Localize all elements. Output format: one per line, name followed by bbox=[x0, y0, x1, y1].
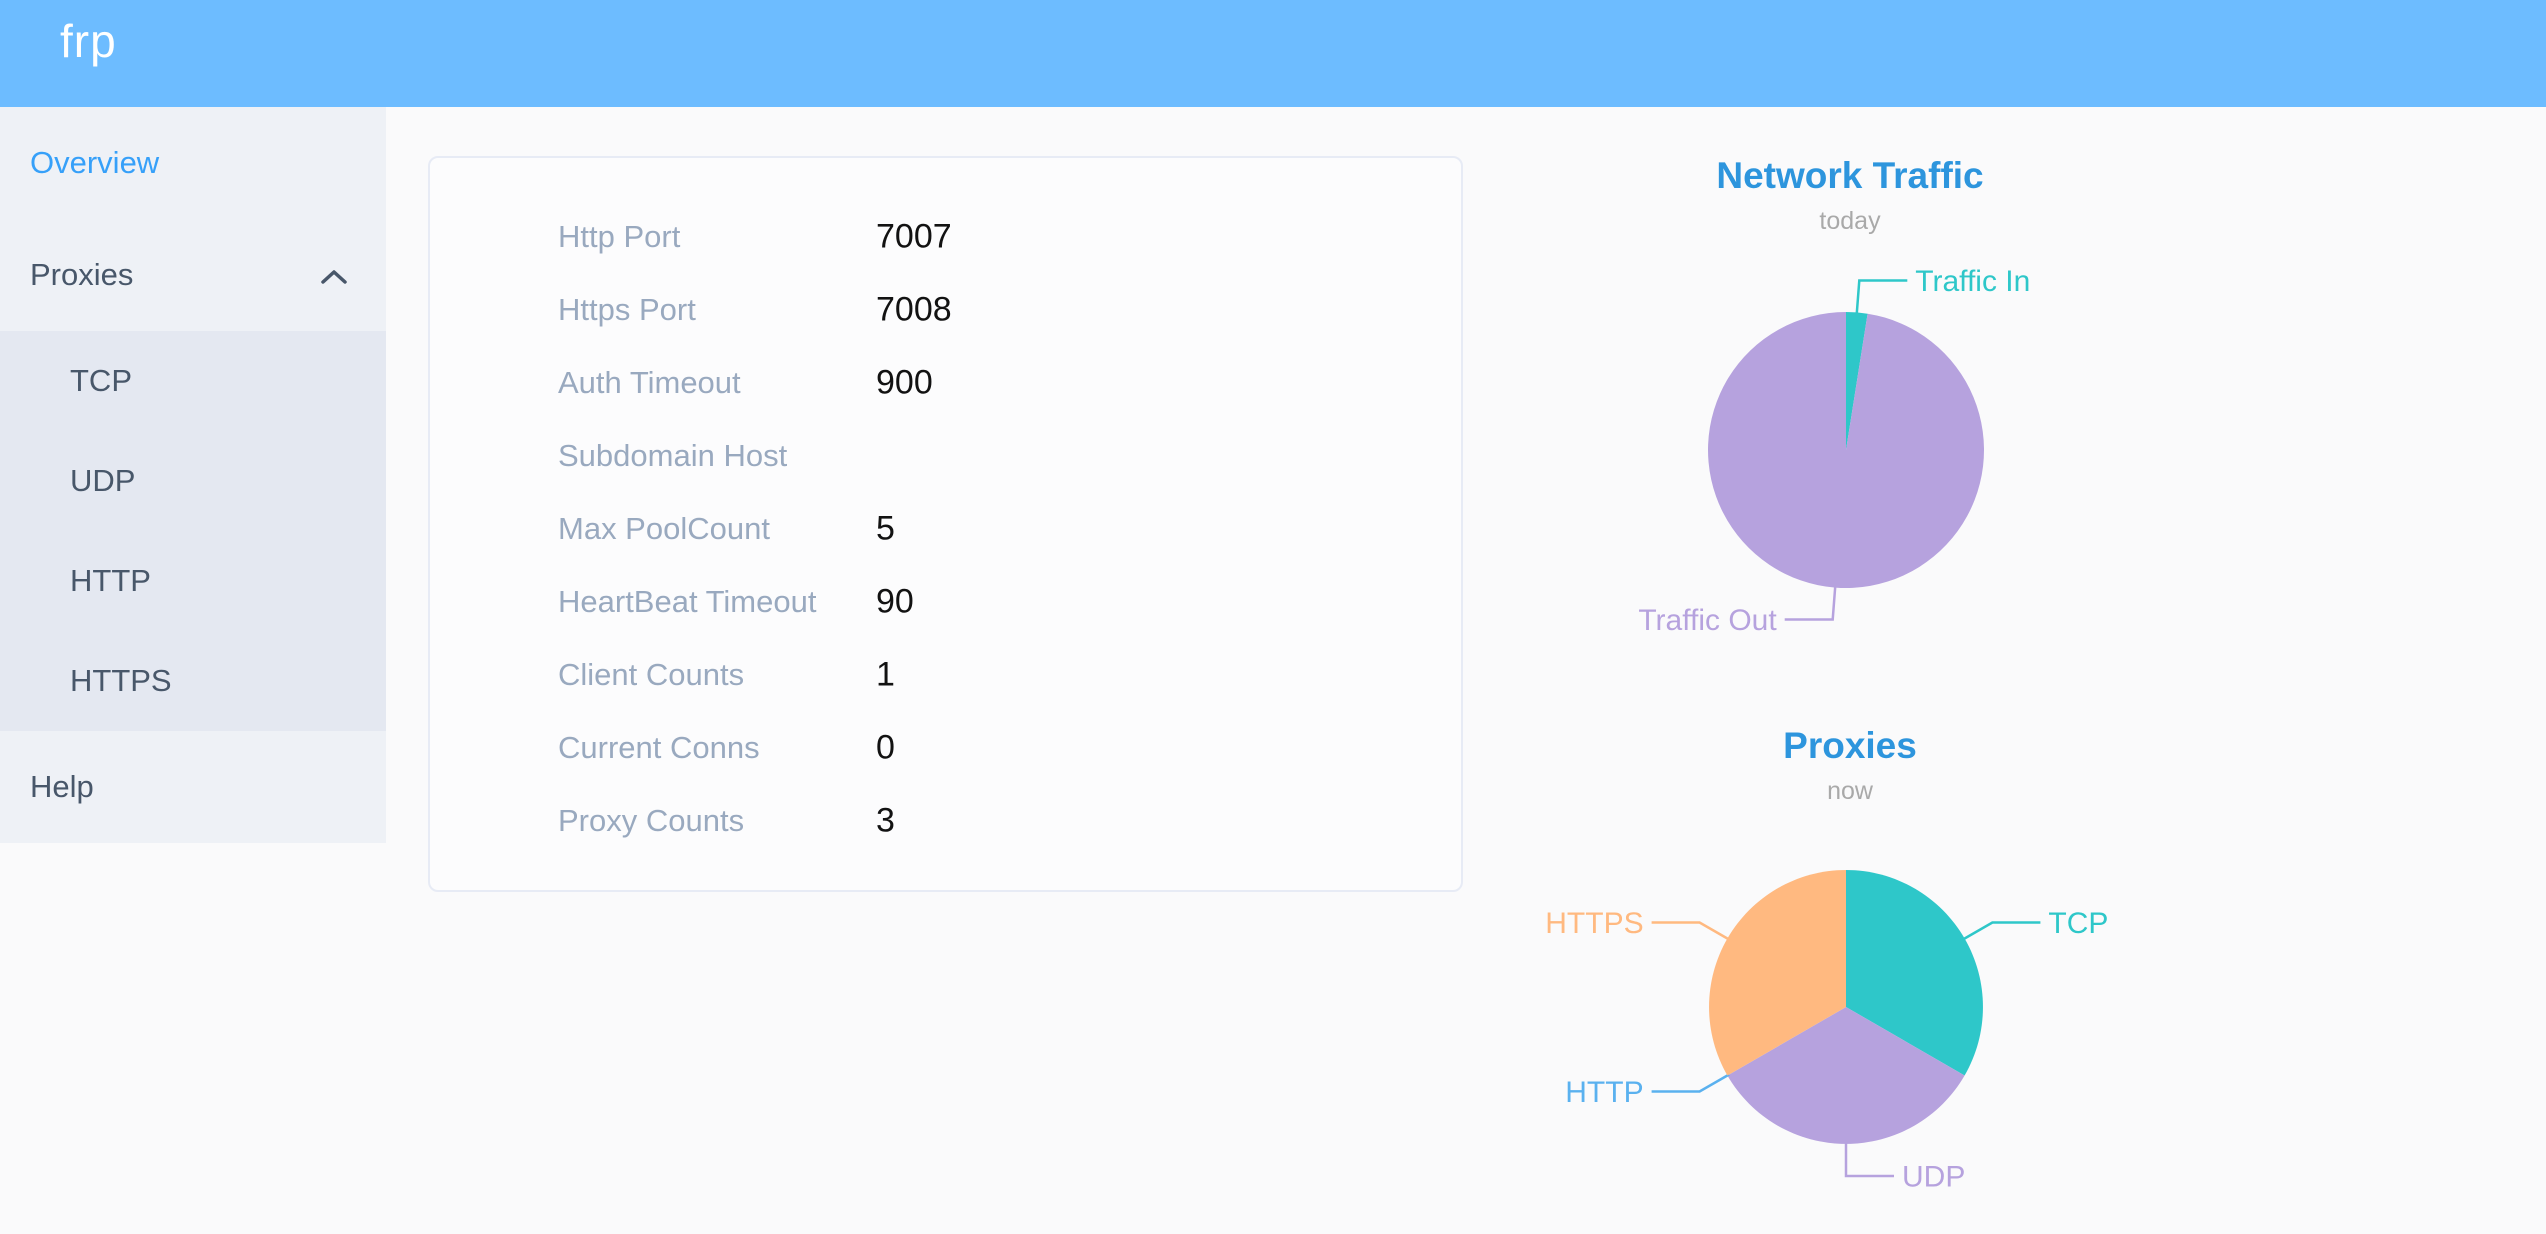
config-label: Subdomain Host bbox=[558, 437, 788, 473]
config-value: 3 bbox=[876, 801, 895, 839]
pie-label-https: HTTPS bbox=[1545, 907, 1643, 940]
pie-leader-udp bbox=[1844, 1142, 1894, 1178]
pie-label-tcp: TCP bbox=[2048, 907, 2108, 940]
pie-leader-http bbox=[1651, 1073, 1730, 1093]
server-info-card: Http Port 7007 Https Port 7008 Auth Time… bbox=[428, 156, 1463, 892]
top-header-bar: frp bbox=[0, 0, 2546, 107]
config-label: HeartBeat Timeout bbox=[558, 583, 817, 619]
chart-title: Network Traffic bbox=[1716, 155, 1984, 196]
sidebar-item-overview-label: Overview bbox=[30, 145, 160, 180]
proxies-submenu: TCP UDP HTTP HTTPS bbox=[0, 331, 386, 731]
config-value: 5 bbox=[876, 509, 895, 547]
sidebar-item-tcp[interactable]: TCP bbox=[0, 331, 386, 431]
proxies-pie[interactable]: TCP UDP HTTP HTTPS bbox=[1500, 700, 2200, 1234]
sidebar-item-overview[interactable]: Overview bbox=[0, 107, 386, 219]
config-row: Http Port 7007 bbox=[430, 200, 1461, 273]
sidebar-item-proxies-label: Proxies bbox=[30, 257, 134, 292]
sidebar-item-http-label: HTTP bbox=[70, 563, 151, 598]
chevron-up-icon[interactable] bbox=[321, 257, 347, 293]
config-value: 0 bbox=[876, 728, 895, 766]
sidebar-item-help[interactable]: Help bbox=[0, 731, 386, 843]
chart-subtitle: now bbox=[1827, 777, 1873, 805]
config-row: Subdomain Host bbox=[430, 419, 1461, 492]
pie-slice-udp[interactable] bbox=[1727, 1007, 1965, 1144]
pie-label-traffic-in: Traffic In bbox=[1915, 265, 2030, 298]
network-traffic-pie[interactable]: Traffic In Traffic Out bbox=[1500, 130, 2200, 690]
config-value: 1 bbox=[876, 655, 895, 693]
sidebar-item-udp[interactable]: UDP bbox=[0, 431, 386, 531]
pie-label-udp: UDP bbox=[1902, 1161, 1965, 1194]
pie-slice-traffic-out[interactable] bbox=[1708, 312, 1985, 588]
sidebar-item-udp-label: UDP bbox=[70, 463, 136, 498]
config-row: Current Conns 0 bbox=[430, 711, 1461, 784]
config-label: Client Counts bbox=[558, 656, 745, 692]
config-label: Proxy Counts bbox=[558, 802, 745, 838]
frp-logo: frp bbox=[60, 15, 117, 67]
sidebar-item-help-label: Help bbox=[30, 769, 94, 804]
config-row: Proxy Counts 3 bbox=[430, 784, 1461, 857]
pie-leader-https bbox=[1651, 921, 1730, 941]
config-label: Http Port bbox=[558, 218, 681, 254]
pie-label-http: HTTP bbox=[1565, 1076, 1643, 1109]
pie-leader-tcp bbox=[1962, 921, 2041, 941]
pie-leader-traffic-out bbox=[1784, 585, 1837, 621]
config-label: Https Port bbox=[558, 291, 696, 327]
config-row: Client Counts 1 bbox=[430, 638, 1461, 711]
sidebar-menu: Overview Proxies TCP UDP HTTP HTTPS bbox=[0, 107, 386, 843]
config-value: 90 bbox=[876, 582, 914, 620]
sidebar-item-https[interactable]: HTTPS bbox=[0, 631, 386, 731]
pie-slice-tcp[interactable] bbox=[1846, 870, 1983, 1076]
sidebar-item-http[interactable]: HTTP bbox=[0, 531, 386, 631]
chart-subtitle: today bbox=[1819, 207, 1881, 235]
network-traffic-chart: Network Traffic today Traffic In Traffic … bbox=[1500, 130, 2200, 690]
sidebar-item-proxies[interactable]: Proxies bbox=[0, 219, 386, 331]
sidebar-item-https-label: HTTPS bbox=[70, 663, 172, 698]
config-value: 7008 bbox=[876, 290, 952, 328]
config-value: 900 bbox=[876, 363, 933, 401]
config-label: Max PoolCount bbox=[558, 510, 770, 546]
pie-label-traffic-out: Traffic Out bbox=[1638, 604, 1777, 637]
config-row: Https Port 7008 bbox=[430, 273, 1461, 346]
config-row: HeartBeat Timeout 90 bbox=[430, 565, 1461, 638]
pie-slice-https[interactable] bbox=[1709, 870, 1846, 1076]
config-label: Current Conns bbox=[558, 729, 760, 765]
pie-slice-traffic-in[interactable] bbox=[1846, 312, 1868, 450]
proxies-chart: Proxies now TCP UDP HTTP HTTPS bbox=[1500, 700, 2200, 1234]
chart-title: Proxies bbox=[1783, 725, 1917, 766]
config-row: Max PoolCount 5 bbox=[430, 492, 1461, 565]
sidebar-item-tcp-label: TCP bbox=[70, 363, 132, 398]
config-label: Auth Timeout bbox=[558, 364, 741, 400]
config-value: 7007 bbox=[876, 217, 952, 255]
pie-leader-traffic-in bbox=[1855, 279, 1908, 315]
config-row: Auth Timeout 900 bbox=[430, 346, 1461, 419]
